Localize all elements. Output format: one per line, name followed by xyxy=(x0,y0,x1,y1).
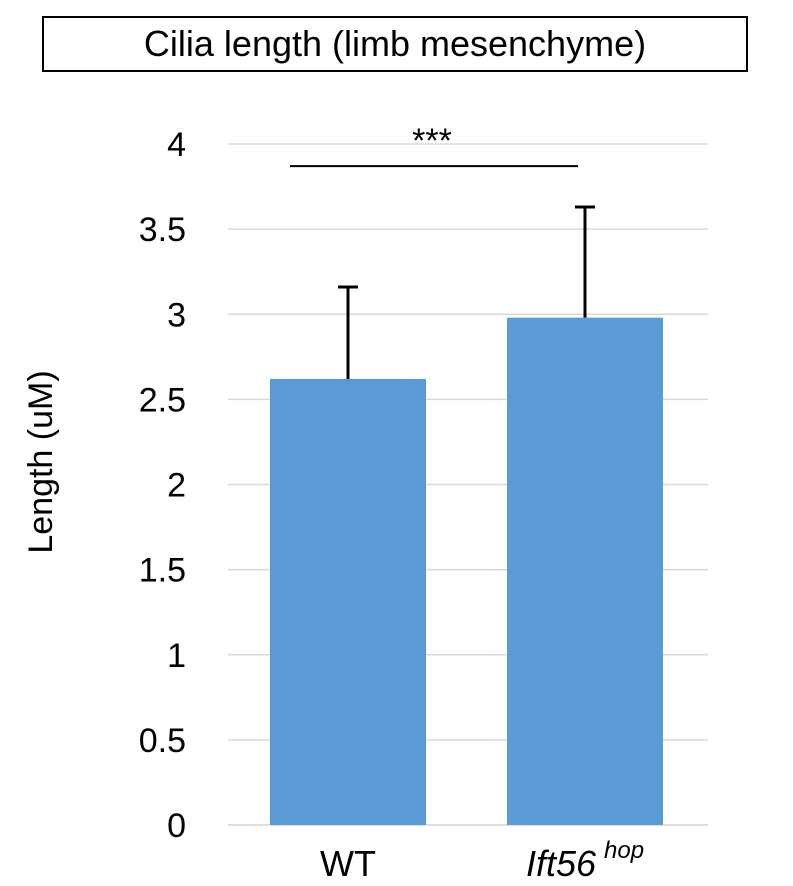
x-category-main: Ift56 xyxy=(526,843,597,884)
y-axis-label: Length (uM) xyxy=(22,370,60,553)
y-tick-label: 2 xyxy=(167,467,186,505)
bar xyxy=(507,317,663,825)
significance-label: *** xyxy=(412,122,452,160)
x-category-superscript: hop xyxy=(604,837,644,864)
error-bars xyxy=(338,205,595,379)
chart-title-box: Cilia length (limb mesenchyme) xyxy=(42,16,748,72)
y-tick-label: 1.5 xyxy=(139,552,186,590)
y-tick-label: 1 xyxy=(167,637,186,675)
y-tick-label: 0 xyxy=(167,807,186,845)
x-category-labels: WT Ift56 hop xyxy=(320,837,644,884)
x-category-label: WT xyxy=(320,843,376,884)
significance-bracket: *** xyxy=(290,122,578,168)
y-tick-label: 3 xyxy=(167,296,186,334)
y-tick-label: 0.5 xyxy=(139,722,186,760)
bars xyxy=(270,317,663,825)
y-tick-labels: 0 0.5 1 1.5 2 2.5 3 3.5 4 xyxy=(139,126,186,845)
y-tick-label: 2.5 xyxy=(139,381,186,419)
y-tick-label: 4 xyxy=(167,126,186,164)
chart-title: Cilia length (limb mesenchyme) xyxy=(143,23,647,64)
y-tick-label: 3.5 xyxy=(139,211,186,249)
x-category-label: Ift56 hop xyxy=(526,837,644,884)
bar xyxy=(270,378,426,825)
